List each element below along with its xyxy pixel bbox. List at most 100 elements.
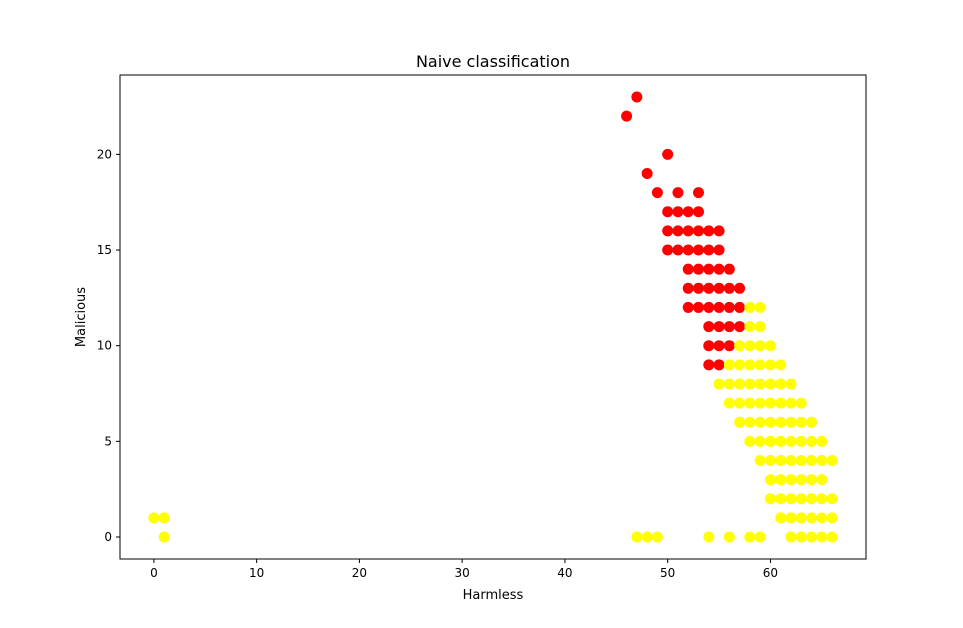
data-point — [754, 397, 766, 409]
data-point — [713, 244, 725, 256]
data-point — [754, 340, 766, 352]
x-tick-label: 20 — [352, 566, 367, 580]
data-point — [703, 340, 715, 352]
data-point — [785, 474, 797, 486]
data-point — [816, 474, 828, 486]
points-layer — [148, 91, 838, 543]
data-point — [713, 263, 725, 275]
x-axis-ticks: 0 10 20 30 40 50 60 — [150, 559, 778, 580]
data-point — [754, 321, 766, 333]
data-point — [744, 378, 756, 390]
data-point — [723, 282, 735, 294]
data-point — [744, 397, 756, 409]
data-point — [734, 340, 746, 352]
data-point — [703, 359, 715, 371]
data-point — [703, 244, 715, 256]
data-point — [693, 225, 705, 237]
data-point — [806, 493, 818, 505]
x-axis-label: Harmless — [463, 588, 524, 603]
data-point — [806, 474, 818, 486]
data-point — [713, 359, 725, 371]
data-point — [764, 474, 776, 486]
data-point — [713, 301, 725, 313]
data-point — [775, 454, 787, 466]
x-tick-label: 0 — [150, 566, 158, 580]
data-point — [775, 416, 787, 428]
data-point — [651, 187, 663, 199]
data-point — [785, 397, 797, 409]
data-point — [744, 435, 756, 447]
data-point — [795, 512, 807, 524]
data-point — [641, 531, 653, 543]
data-point — [764, 435, 776, 447]
data-point — [631, 531, 643, 543]
data-point — [795, 454, 807, 466]
data-point — [734, 301, 746, 313]
data-point — [795, 493, 807, 505]
data-point — [785, 512, 797, 524]
data-point — [744, 321, 756, 333]
series-red — [621, 91, 746, 371]
data-point — [734, 282, 746, 294]
data-point — [754, 359, 766, 371]
y-tick-label: 20 — [97, 147, 112, 161]
data-point — [764, 454, 776, 466]
data-point — [723, 378, 735, 390]
data-point — [775, 397, 787, 409]
data-point — [785, 378, 797, 390]
data-point — [662, 225, 674, 237]
y-tick-label: 5 — [104, 434, 112, 448]
data-point — [785, 531, 797, 543]
data-point — [785, 493, 797, 505]
series-yellow — [148, 301, 838, 543]
y-axis-ticks: 0 5 10 15 20 — [97, 147, 120, 544]
data-point — [703, 263, 715, 275]
data-point — [682, 282, 694, 294]
data-point — [651, 531, 663, 543]
data-point — [631, 91, 643, 103]
data-point — [713, 321, 725, 333]
data-point — [795, 531, 807, 543]
data-point — [795, 397, 807, 409]
data-point — [734, 321, 746, 333]
data-point — [775, 493, 787, 505]
data-point — [775, 474, 787, 486]
data-point — [795, 474, 807, 486]
data-point — [723, 321, 735, 333]
data-point — [764, 416, 776, 428]
data-point — [723, 263, 735, 275]
data-point — [693, 282, 705, 294]
data-point — [806, 435, 818, 447]
data-point — [734, 397, 746, 409]
data-point — [764, 493, 776, 505]
data-point — [806, 416, 818, 428]
data-point — [703, 301, 715, 313]
data-point — [816, 531, 828, 543]
data-point — [754, 454, 766, 466]
data-point — [816, 435, 828, 447]
data-point — [754, 301, 766, 313]
data-point — [662, 148, 674, 160]
data-point — [682, 263, 694, 275]
data-point — [703, 225, 715, 237]
data-point — [703, 531, 715, 543]
data-point — [672, 244, 684, 256]
data-point — [693, 187, 705, 199]
data-point — [693, 244, 705, 256]
data-point — [806, 512, 818, 524]
data-point — [775, 435, 787, 447]
data-point — [806, 454, 818, 466]
data-point — [723, 359, 735, 371]
data-point — [754, 416, 766, 428]
data-point — [723, 531, 735, 543]
x-tick-label: 50 — [660, 566, 675, 580]
data-point — [682, 206, 694, 218]
data-point — [734, 359, 746, 371]
data-point — [723, 301, 735, 313]
data-point — [764, 359, 776, 371]
y-tick-label: 15 — [97, 243, 112, 257]
data-point — [785, 435, 797, 447]
data-point — [723, 397, 735, 409]
